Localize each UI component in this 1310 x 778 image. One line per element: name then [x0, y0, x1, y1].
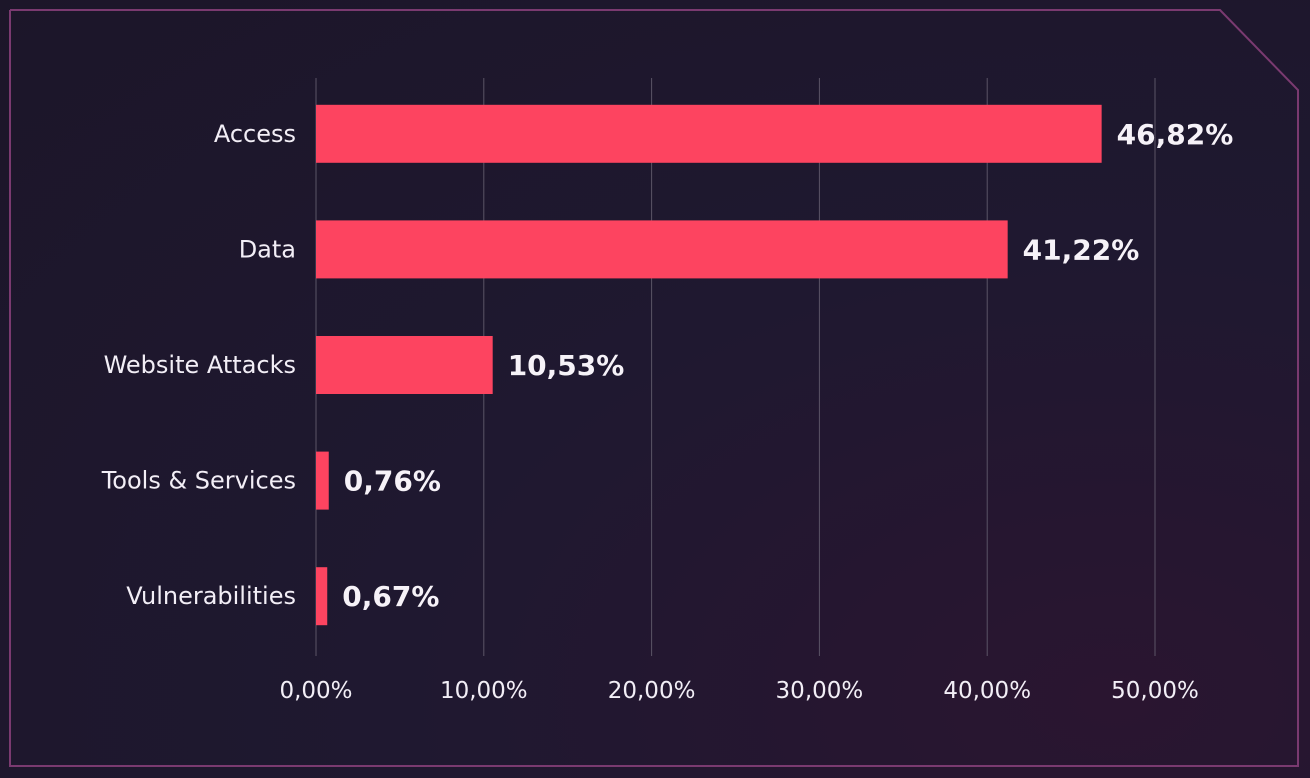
data-label: 46,82%	[1117, 118, 1234, 151]
x-tick-label: 50,00%	[1111, 678, 1199, 704]
x-tick-label: 30,00%	[776, 678, 864, 704]
bar-vulnerabilities	[316, 567, 328, 626]
category-label: Access	[214, 120, 296, 148]
data-label: 0,76%	[344, 465, 441, 498]
x-tick-label: 40,00%	[943, 678, 1031, 704]
bar-website-attacks	[316, 336, 493, 394]
category-label: Vulnerabilities	[126, 582, 296, 610]
x-tick-label: 10,00%	[440, 678, 528, 704]
bar-tools-services	[316, 451, 329, 510]
category-label: Tools & Services	[101, 467, 296, 495]
x-tick-label: 20,00%	[608, 678, 696, 704]
data-label: 10,53%	[508, 349, 625, 382]
bar-data	[316, 220, 1008, 279]
data-label: 0,67%	[342, 580, 439, 613]
x-tick-label: 0,00%	[279, 678, 352, 704]
category-label: Website Attacks	[104, 351, 296, 379]
bar-access	[316, 104, 1102, 163]
data-label: 41,22%	[1023, 233, 1140, 266]
category-label: Data	[239, 235, 296, 263]
